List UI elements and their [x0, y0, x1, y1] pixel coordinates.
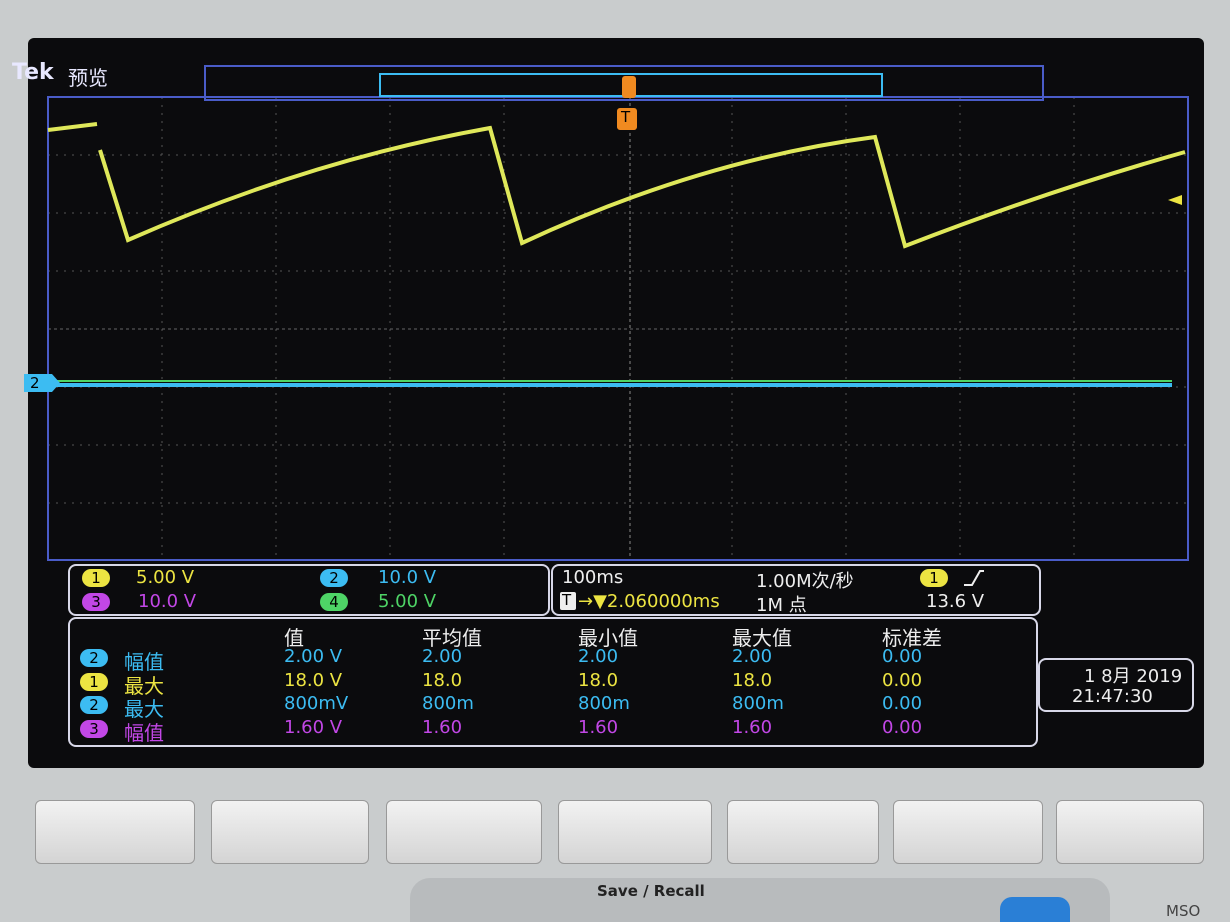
- mode: 预览: [68, 66, 108, 90]
- soft-button[interactable]: [727, 800, 879, 864]
- row-channel: 2: [80, 649, 108, 667]
- column-header: 最小值: [578, 626, 638, 650]
- measurement-value: 18.0 V: [284, 669, 343, 691]
- soft-button[interactable]: [558, 800, 712, 864]
- screen: [28, 38, 1204, 768]
- soft-button[interactable]: [211, 800, 369, 864]
- measurement-value: 2.00 V: [284, 646, 343, 667]
- channel-scale: 10.0 V: [138, 591, 197, 612]
- measurement-value: 1.60: [422, 716, 463, 738]
- graticule: [24, 65, 1189, 561]
- trigger-position: →▼2.060000ms: [578, 591, 720, 612]
- measurement-value: 2.00: [578, 646, 619, 667]
- measurement-value: 2.00: [732, 646, 773, 667]
- channel-scale: 10.0 V: [378, 567, 437, 588]
- trigger-marker: T: [621, 108, 631, 126]
- channel-badge: 4: [320, 593, 348, 611]
- row-name: 最大: [124, 697, 164, 721]
- measurement-value: 1.60 V: [284, 716, 343, 738]
- date: 1 8月 2019: [1084, 666, 1183, 687]
- measurement-value: 18.0: [578, 669, 619, 691]
- measurement-value: 1.60: [732, 716, 773, 738]
- soft-button[interactable]: [1056, 800, 1204, 864]
- row-channel: 2: [80, 696, 108, 714]
- row-name: 最大: [124, 673, 164, 698]
- channel-scale: 5.00 V: [378, 591, 437, 612]
- measurement-table: [68, 617, 1038, 747]
- row-channel: 1: [80, 672, 108, 691]
- channel2-marker: 2: [30, 374, 40, 392]
- row-name: 幅值: [124, 650, 164, 674]
- measurement-value: 800m: [732, 693, 784, 714]
- channel-badge: 3: [82, 593, 110, 611]
- soft-button[interactable]: [893, 800, 1043, 864]
- button-group-label: Save / Recall: [597, 882, 705, 900]
- channel1-waveform: [47, 122, 1186, 249]
- measurement-value: 800mV: [284, 693, 349, 714]
- channel-badge: 1: [82, 569, 110, 587]
- measurement-value: 0.00: [882, 646, 923, 667]
- brand: Tek: [12, 60, 54, 85]
- measurement-value: 2.00: [422, 646, 463, 667]
- channel-scale: 5.00 V: [136, 567, 195, 588]
- column-header: 标准差: [882, 626, 942, 650]
- measurement-value: 0.00: [882, 716, 923, 738]
- datetime-box: [1038, 658, 1194, 712]
- timebase-box: [551, 564, 1041, 616]
- column-header: 平均值: [422, 626, 482, 650]
- soft-button[interactable]: [386, 800, 542, 864]
- column-header: 最大值: [732, 626, 792, 650]
- channel-box: [68, 564, 550, 616]
- row-channel: 3: [80, 719, 108, 738]
- record-length: 1M 点: [756, 595, 807, 616]
- trigger-source: 1: [920, 569, 948, 587]
- trigger-level: 13.6 V: [926, 591, 985, 612]
- measurement-value: 1.60: [578, 716, 619, 738]
- model: MSO: [1166, 902, 1201, 920]
- measurement-value: 0.00: [882, 693, 923, 714]
- measurement-value: 0.00: [882, 669, 923, 691]
- blue-button[interactable]: [1000, 897, 1070, 922]
- row-name: 幅值: [124, 720, 164, 745]
- measurement-value: 800m: [422, 693, 474, 714]
- measurement-value: 18.0: [422, 669, 463, 691]
- column-header: 值: [284, 626, 304, 650]
- sample-rate: 1.00M次/秒: [756, 571, 854, 592]
- trigger-icon: T: [562, 591, 572, 609]
- measurement-value: 800m: [578, 693, 630, 714]
- time-scale: 100ms: [562, 567, 624, 588]
- time: 21:47:30: [1072, 686, 1153, 707]
- soft-button[interactable]: [35, 800, 195, 864]
- channel-badge: 2: [320, 569, 348, 587]
- measurement-value: 18.0: [732, 669, 773, 691]
